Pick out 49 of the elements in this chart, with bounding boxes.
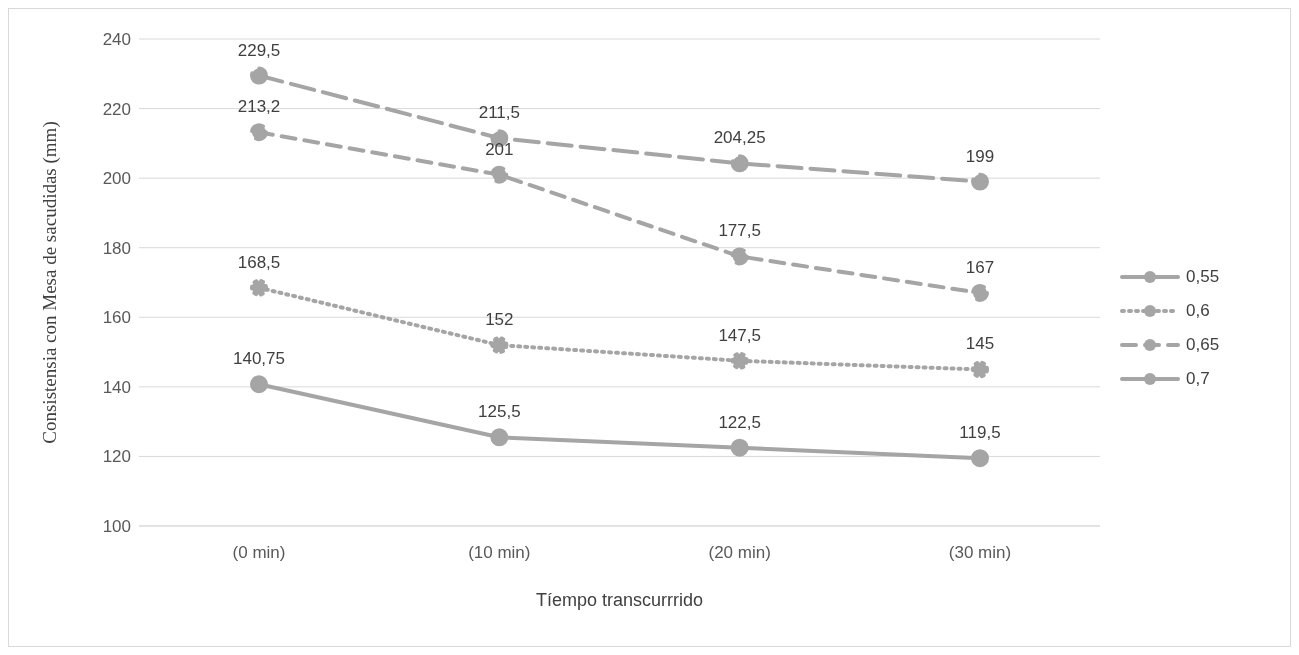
data-label: 199 — [965, 146, 995, 166]
point — [971, 360, 989, 379]
point — [250, 375, 268, 394]
legend-label: 0,7 — [1186, 368, 1210, 389]
y-tick-label: 120 — [102, 447, 131, 467]
x-tick-label: (20 min) — [708, 543, 771, 563]
point — [490, 336, 509, 355]
point — [250, 278, 268, 297]
x-tick-label: (0 min) — [232, 543, 286, 563]
data-label: 145 — [965, 334, 995, 354]
point — [971, 449, 989, 468]
point — [490, 428, 509, 447]
data-label: 152 — [485, 310, 514, 330]
point — [730, 351, 749, 370]
data-label: 147,5 — [718, 325, 761, 345]
data-label: 211,5 — [478, 103, 520, 123]
y-axis-title: Consistensia con Mesa de sacudidas (mm) — [38, 121, 61, 444]
y-tick-label: 180 — [102, 238, 131, 258]
x-axis-title: Tíempo transcurrrido — [535, 590, 704, 610]
data-label: 125,5 — [478, 402, 521, 422]
y-tick-label: 160 — [102, 308, 131, 328]
point — [730, 247, 749, 266]
x-tick-label: (10 min) — [468, 543, 531, 563]
point — [730, 154, 749, 173]
data-label: 201 — [485, 139, 514, 159]
legend-label: 0,65 — [1186, 334, 1220, 355]
data-label: 122,5 — [718, 412, 761, 432]
data-label: 168,5 — [237, 252, 281, 272]
data-label: 229,5 — [237, 40, 281, 60]
data-label: 177,5 — [718, 221, 761, 241]
data-label: 167 — [965, 257, 995, 277]
y-tick-label: 140 — [102, 377, 131, 397]
data-label: 204,25 — [713, 128, 766, 148]
y-tick-label: 100 — [102, 517, 131, 537]
data-label: 119,5 — [959, 423, 1001, 443]
x-tick-label: (30 min) — [948, 543, 1012, 563]
point — [971, 283, 989, 302]
y-tick-label: 220 — [102, 99, 131, 119]
legend-label: 0,55 — [1186, 266, 1220, 287]
point — [971, 172, 989, 191]
y-tick-label: 200 — [102, 169, 131, 189]
point — [250, 66, 268, 85]
point — [250, 123, 268, 142]
point — [730, 438, 749, 457]
point — [490, 165, 509, 184]
y-tick-label: 240 — [102, 30, 131, 50]
data-label: 140,75 — [233, 349, 285, 369]
data-label: 213,2 — [237, 97, 281, 117]
legend-label: 0,6 — [1186, 300, 1210, 321]
